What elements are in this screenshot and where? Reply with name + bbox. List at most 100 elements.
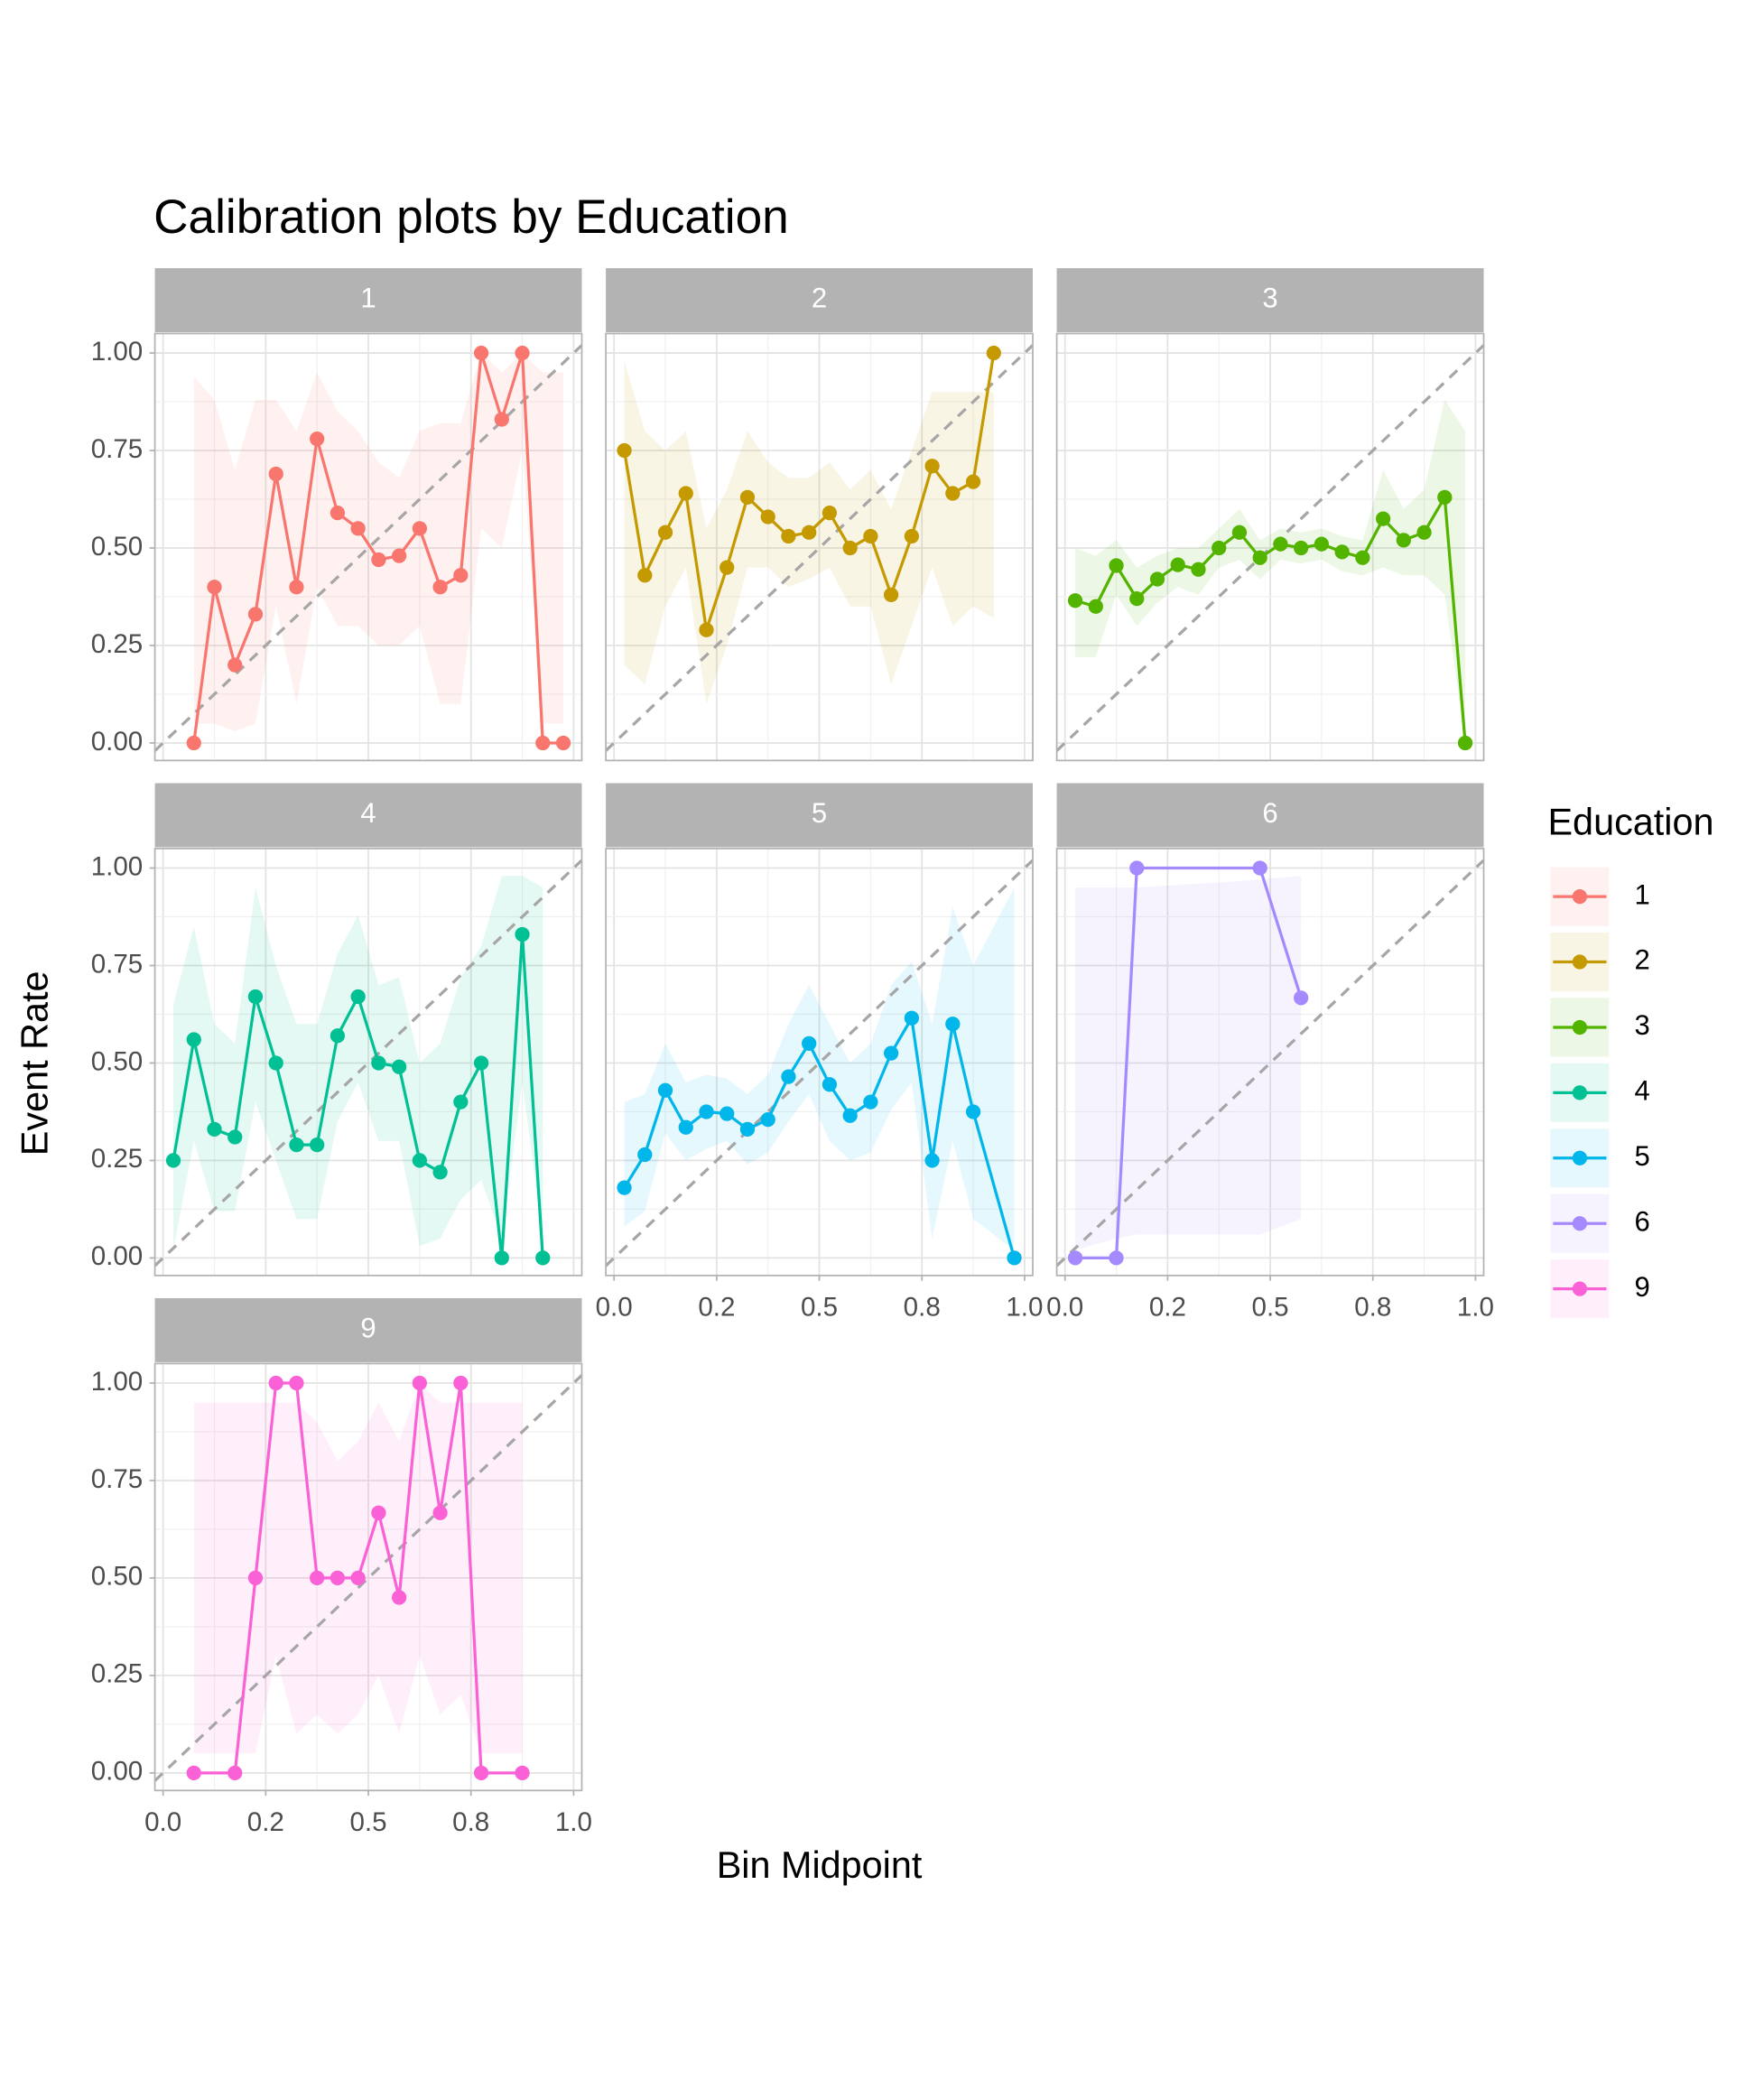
- data-point: [1252, 860, 1267, 876]
- legend-key-point: [1572, 954, 1588, 970]
- data-point: [268, 1375, 283, 1391]
- data-point: [1355, 550, 1370, 565]
- x-tick-label: 0.0: [596, 1293, 633, 1323]
- y-tick-label: 0.00: [91, 1241, 144, 1271]
- data-point: [842, 1108, 858, 1123]
- data-point: [760, 509, 775, 525]
- strip: [1056, 783, 1484, 848]
- data-point: [781, 528, 796, 544]
- data-point: [1212, 540, 1227, 556]
- data-point: [904, 528, 919, 544]
- x-tick-label: 1.0: [1006, 1293, 1043, 1323]
- data-point: [678, 486, 693, 501]
- data-point: [617, 442, 632, 459]
- reference-line: [604, 859, 1035, 1268]
- y-tick-label: 0.75: [91, 1464, 144, 1494]
- legend-label: 4: [1635, 1075, 1650, 1107]
- data-point: [391, 1590, 407, 1605]
- y-tick-label: 0.50: [91, 1562, 144, 1592]
- strip-label: 2: [812, 283, 827, 314]
- data-point: [1294, 990, 1309, 1006]
- x-tick-label: 0.2: [247, 1807, 284, 1837]
- data-point: [720, 560, 735, 575]
- y-tick-label: 0.25: [91, 629, 144, 659]
- data-point: [515, 345, 530, 361]
- data-point: [760, 1111, 775, 1128]
- panel-border: [1055, 332, 1485, 762]
- data-point: [412, 1375, 427, 1391]
- confidence-ribbon: [193, 1382, 523, 1754]
- y-tick-label: 0.75: [91, 949, 144, 979]
- reference-line: [604, 344, 1035, 752]
- legend-label: 2: [1635, 944, 1650, 976]
- data-point: [986, 345, 1001, 361]
- reference-line: [153, 859, 583, 1268]
- data-point: [781, 1069, 796, 1084]
- data-point: [1109, 558, 1124, 573]
- data-point: [637, 568, 653, 583]
- x-axis-title: Bin Midpoint: [717, 1844, 923, 1886]
- data-point: [350, 521, 366, 536]
- x-tick-label: 0.0: [144, 1807, 181, 1837]
- data-point: [1314, 536, 1330, 552]
- data-point: [268, 1055, 283, 1071]
- data-point: [186, 1032, 201, 1047]
- data-point: [289, 1375, 304, 1391]
- data-point: [535, 735, 551, 751]
- data-point: [371, 1055, 386, 1071]
- data-point: [391, 1059, 407, 1074]
- data-point: [1231, 525, 1248, 540]
- legend-title: Education: [1547, 801, 1713, 842]
- x-tick-label: 0.2: [698, 1293, 735, 1323]
- data-point: [310, 1138, 325, 1153]
- legend-key-point: [1572, 1085, 1588, 1100]
- data-point: [657, 525, 673, 540]
- confidence-ribbon: [173, 876, 543, 1250]
- data-point: [473, 1055, 489, 1071]
- data-point: [883, 1045, 899, 1061]
- data-point: [453, 1094, 469, 1110]
- confidence-ribbon: [624, 887, 1015, 1250]
- y-tick-label: 1.00: [91, 851, 144, 881]
- data-point: [924, 459, 940, 474]
- data-point: [247, 607, 264, 622]
- panel-border: [153, 848, 583, 1277]
- data-point: [310, 1570, 325, 1586]
- x-tick-label: 0.2: [1149, 1293, 1186, 1323]
- data-point: [412, 1153, 427, 1168]
- data-point: [1416, 525, 1432, 540]
- x-tick-label: 1.0: [1457, 1293, 1494, 1323]
- data-point: [883, 587, 899, 602]
- y-tick-label: 0.00: [91, 1757, 144, 1787]
- y-tick-label: 0.25: [91, 1659, 144, 1689]
- data-point: [1334, 544, 1350, 560]
- data-point: [515, 1765, 530, 1780]
- x-tick-label: 0.8: [1354, 1293, 1391, 1323]
- data-point: [289, 1138, 304, 1153]
- data-point: [637, 1147, 653, 1163]
- legend-label: 1: [1635, 878, 1650, 910]
- panel-border: [605, 332, 1034, 762]
- data-point: [657, 1082, 673, 1098]
- data-point: [945, 1017, 961, 1032]
- data-point: [1007, 1250, 1022, 1266]
- legend-key-point: [1572, 1216, 1588, 1231]
- legend-key-point: [1572, 889, 1588, 905]
- data-point: [1375, 511, 1391, 526]
- data-point: [1273, 536, 1288, 552]
- x-tick-label: 0.5: [801, 1293, 838, 1323]
- data-point: [863, 528, 878, 544]
- data-point: [739, 489, 756, 505]
- strip-label: 3: [1262, 283, 1277, 314]
- x-tick-label: 0.8: [904, 1293, 941, 1323]
- strip-label: 4: [360, 797, 376, 829]
- y-tick-label: 1.00: [91, 337, 144, 367]
- data-point: [391, 548, 407, 563]
- data-point: [699, 1104, 714, 1119]
- data-point: [1252, 550, 1267, 565]
- data-point: [186, 1765, 201, 1780]
- data-point: [1129, 860, 1145, 876]
- data-point: [289, 580, 304, 595]
- x-tick-label: 0.8: [452, 1807, 489, 1837]
- data-point: [330, 1570, 346, 1586]
